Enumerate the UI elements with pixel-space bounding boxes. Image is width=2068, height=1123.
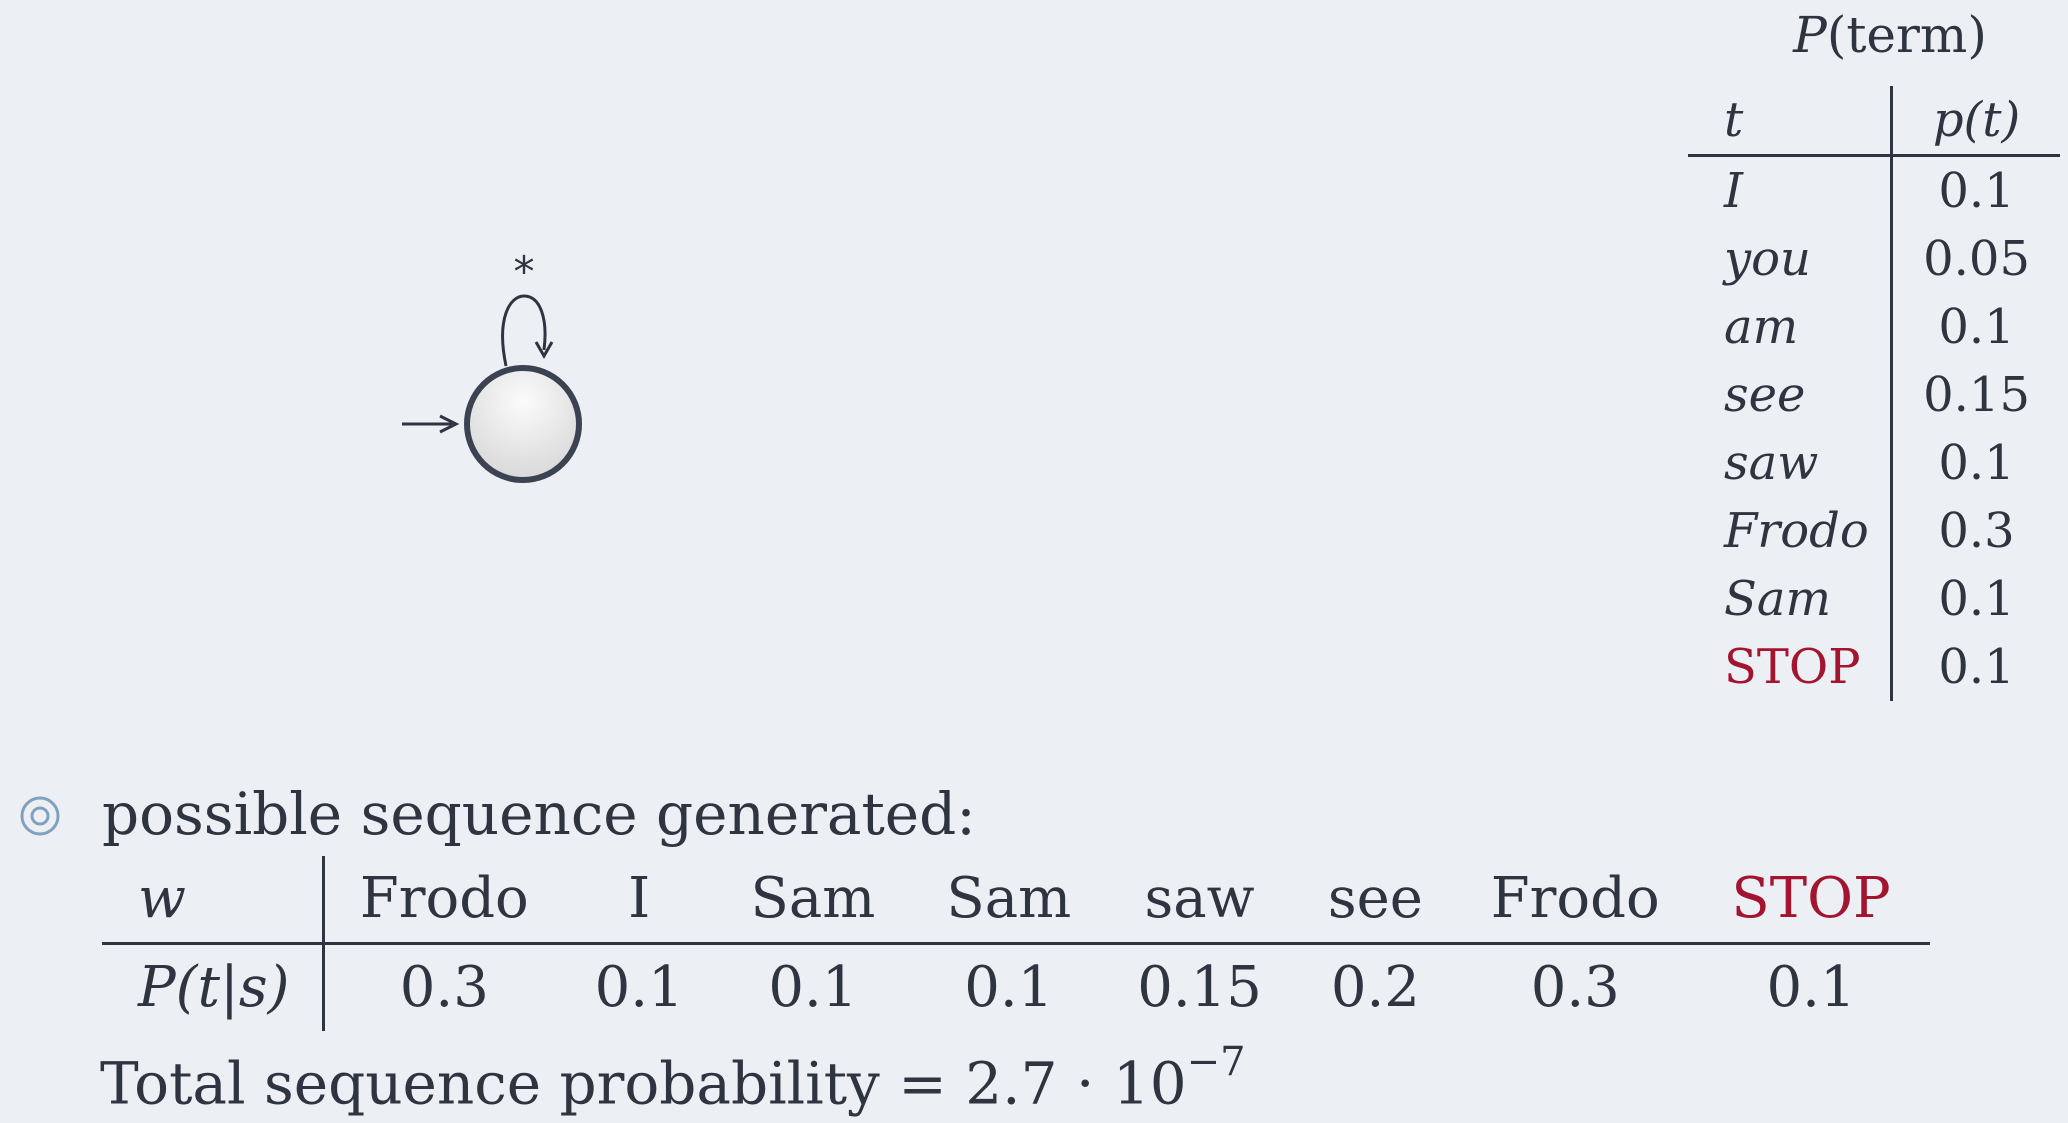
- seq-prob: 0.3: [399, 955, 489, 1020]
- seq-word: Frodo: [1458, 856, 1693, 945]
- seq-word: Sam: [715, 856, 911, 945]
- prob-row: P(t|s) 0.3 0.1 0.1 0.1 0.15 0.2 0.3 0.1: [102, 943, 1930, 1031]
- prob-cell: 0.3: [1938, 503, 2015, 559]
- term-table-header: t p(t): [1688, 86, 2060, 157]
- seq-prob: 0.3: [1530, 955, 1620, 1020]
- table-row: STOP 0.1: [1688, 633, 2060, 701]
- start-arrowhead: [439, 414, 460, 434]
- term-cell: saw: [1688, 429, 1894, 497]
- p-label: P(t|s): [102, 943, 326, 1031]
- caption-text: possible sequence generated:: [102, 780, 976, 848]
- header-p: p(t): [1891, 86, 2060, 157]
- table-row: Sam 0.1: [1688, 565, 2060, 633]
- seq-prob: 0.15: [1137, 955, 1262, 1020]
- table-row: saw 0.1: [1688, 429, 2060, 497]
- term-cell: Sam: [1688, 565, 1894, 633]
- table-row: you 0.05: [1688, 225, 2060, 293]
- term-title-arg: (term): [1826, 6, 1987, 64]
- term-probability-table: t p(t) I 0.1 you 0.05 am 0.1 see 0.15 sa…: [1688, 86, 2060, 701]
- prob-cell: 0.15: [1923, 367, 2030, 423]
- seq-prob: 0.1: [768, 955, 858, 1020]
- seq-prob: 0.1: [594, 955, 684, 1020]
- header-t: t: [1688, 86, 1894, 157]
- state-node: [464, 365, 582, 483]
- table-row: am 0.1: [1688, 293, 2060, 361]
- term-cell-stop: STOP: [1688, 633, 1894, 701]
- table-row: see 0.15: [1688, 361, 2060, 429]
- prob-cell: 0.1: [1938, 639, 2015, 695]
- word-row: w Frodo I Sam Sam saw see Frodo STOP: [102, 856, 1930, 945]
- self-loop-arrowhead: [534, 341, 554, 360]
- seq-prob: 0.1: [964, 955, 1054, 1020]
- seq-word: see: [1292, 856, 1459, 945]
- seq-word: saw: [1106, 856, 1293, 945]
- w-label: w: [102, 856, 326, 945]
- seq-word-stop: STOP: [1692, 856, 1930, 945]
- prob-cell: 0.1: [1938, 299, 2015, 355]
- sequence-table: w Frodo I Sam Sam saw see Frodo STOP P(t…: [102, 856, 1930, 1031]
- seq-prob: 0.1: [1766, 955, 1856, 1020]
- total-text: Total sequence probability = 2.7 · 10: [100, 1049, 1187, 1118]
- term-title-p: P: [1793, 6, 1827, 64]
- term-table-title: P(term): [1780, 0, 2000, 70]
- seq-word: Frodo: [323, 856, 564, 945]
- bullet-icon: [20, 796, 60, 836]
- seq-word: I: [563, 856, 716, 945]
- term-cell: see: [1688, 361, 1894, 429]
- automaton-diagram: *: [402, 247, 582, 483]
- table-row: I 0.1: [1688, 155, 2060, 225]
- term-cell: you: [1688, 225, 1894, 293]
- prob-cell: 0.1: [1938, 163, 2015, 219]
- loop-label: *: [514, 247, 535, 296]
- total-exponent: −7: [1186, 1039, 1246, 1085]
- term-cell: am: [1688, 293, 1894, 361]
- term-cell: Frodo: [1688, 497, 1894, 565]
- total-probability: Total sequence probability = 2.7 · 10−7: [100, 1030, 1246, 1123]
- seq-prob: 0.2: [1330, 955, 1420, 1020]
- prob-cell: 0.05: [1923, 231, 2030, 287]
- self-loop-arrow: [501, 294, 547, 367]
- seq-word: Sam: [910, 856, 1107, 945]
- term-cell: I: [1688, 155, 1894, 225]
- table-row: Frodo 0.3: [1688, 497, 2060, 565]
- prob-cell: 0.1: [1938, 571, 2015, 627]
- prob-cell: 0.1: [1938, 435, 2015, 491]
